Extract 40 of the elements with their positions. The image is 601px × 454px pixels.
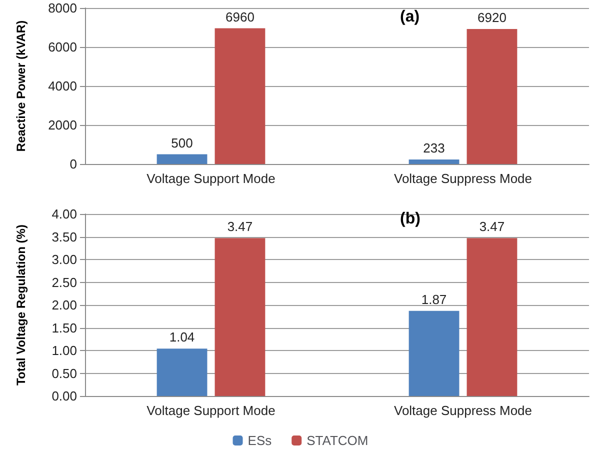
data-label: 3.47 bbox=[227, 219, 253, 234]
bar bbox=[214, 28, 266, 164]
bar bbox=[156, 348, 208, 396]
data-label: 500 bbox=[171, 135, 193, 150]
chart-title: (a) bbox=[400, 8, 420, 26]
y-axis-title: Total Voltage Regulation (%) bbox=[14, 224, 28, 386]
legend-label: ESs bbox=[248, 433, 272, 448]
y-tick-label: 1.50 bbox=[52, 320, 77, 336]
y-tick-label: 0.00 bbox=[52, 388, 77, 404]
y-tick-label: 8000 bbox=[48, 0, 77, 16]
data-label: 233 bbox=[423, 140, 445, 156]
data-label: 6920 bbox=[478, 10, 506, 26]
bar bbox=[408, 159, 460, 164]
bar bbox=[466, 29, 518, 164]
data-label: 1.04 bbox=[169, 330, 195, 345]
bar bbox=[466, 238, 518, 396]
y-tick-label: 0 bbox=[70, 156, 77, 172]
x-tick-label: Voltage Support Mode bbox=[146, 403, 276, 418]
y-tick-label: 4.00 bbox=[52, 206, 77, 222]
chart-title: (b) bbox=[400, 210, 420, 228]
y-tick-label: 2.00 bbox=[52, 298, 77, 312]
data-label: 1.87 bbox=[421, 292, 447, 307]
legend-label: STATCOM bbox=[306, 433, 368, 448]
y-tick-label: 1.00 bbox=[52, 343, 77, 358]
y-tick-label: 6000 bbox=[48, 40, 77, 54]
y-tick-label: 2.50 bbox=[52, 274, 77, 290]
bar bbox=[214, 238, 266, 396]
data-label: 3.47 bbox=[479, 219, 505, 234]
x-tick-label: Voltage Suppress Mode bbox=[394, 171, 532, 186]
y-axis-title: Reactive Power (kVAR) bbox=[14, 20, 28, 152]
y-tick-label: 0.50 bbox=[52, 366, 77, 381]
y-tick-label: 4000 bbox=[48, 78, 77, 94]
x-tick-label: Voltage Suppress Mode bbox=[394, 403, 532, 418]
y-tick-label: 2000 bbox=[48, 118, 77, 132]
bar bbox=[408, 310, 460, 396]
bar bbox=[156, 154, 208, 164]
y-tick-label: 3.00 bbox=[52, 252, 77, 267]
data-label: 6960 bbox=[226, 9, 254, 24]
x-tick-label: Voltage Support Mode bbox=[146, 171, 276, 186]
y-tick-label: 3.50 bbox=[52, 229, 77, 244]
